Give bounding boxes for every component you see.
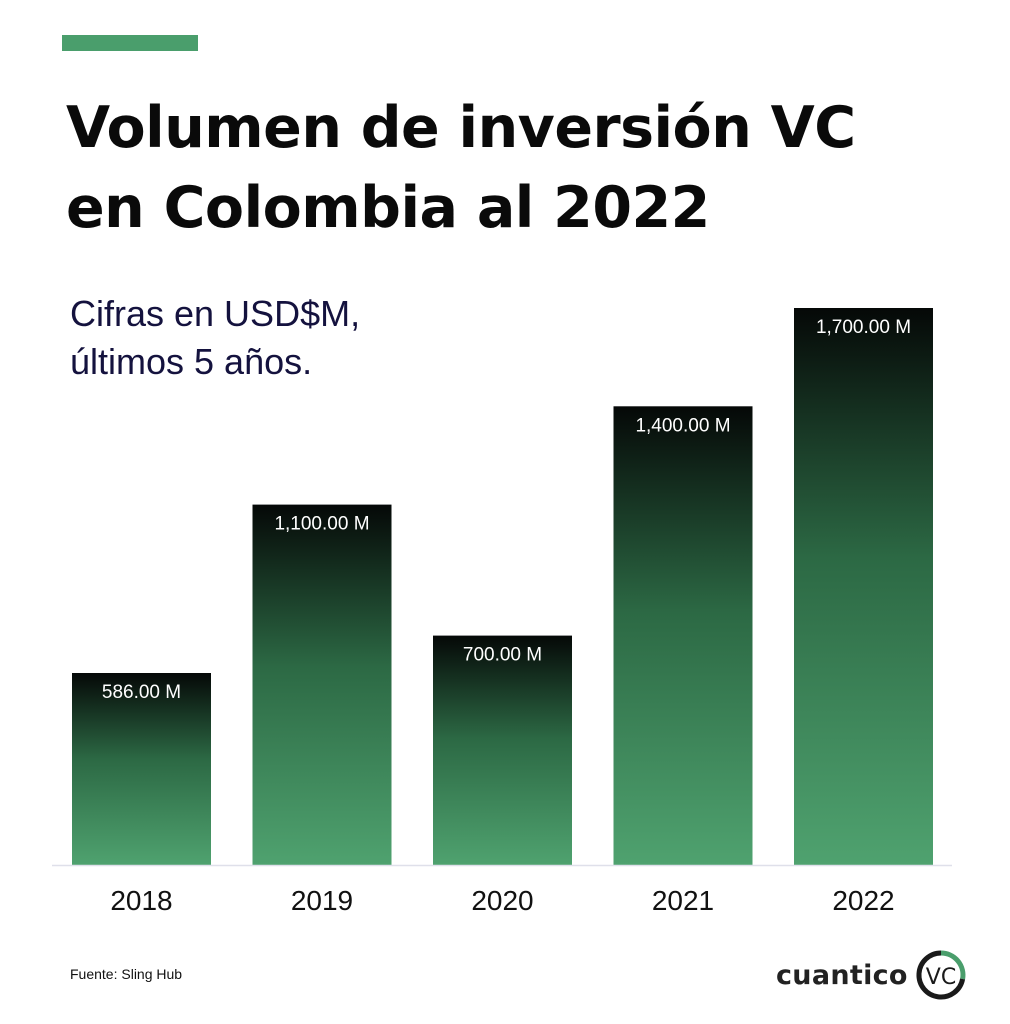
bar-2020 [433,635,572,865]
bar-2022 [794,308,933,865]
x-tick-2020: 2020 [471,885,533,916]
bar-2019 [252,504,392,865]
subtitle-line-2: últimos 5 años. [70,341,313,382]
bar-value-label-2021: 1,400.00 M [635,415,730,436]
x-tick-2019: 2019 [291,885,353,916]
bar-2021 [613,406,753,865]
subtitle-line-1: Cifras en USD$M, [70,293,361,334]
cuantico-vc-logo-icon: VC [916,950,966,1000]
title-line-2: en Colombia al 2022 [66,175,710,241]
bars-layer: 586.00 M 1,100.00 M 700.00 M 1,400.00 M 1,70… [72,308,933,865]
x-tick-2021: 2021 [652,885,714,916]
page-title: Volumen de inversión VC en Colombia al 2… [66,88,966,248]
bar-value-label-2020: 700.00 M [463,645,542,666]
x-tick-2022: 2022 [832,885,894,916]
bar-value-label-2022: 1,700.00 M [816,317,911,338]
bar-value-label-2018: 586.00 M [102,682,181,703]
accent-bar [62,35,198,51]
source-note: Fuente: Sling Hub [70,966,183,982]
x-tick-labels: 2018 2019 2020 2021 2022 [110,885,894,916]
title-line-1: Volumen de inversión VC [66,95,856,161]
x-tick-2018: 2018 [110,885,172,916]
brand-wordmark: cuantico [776,959,908,991]
brand-mark-text: VC [926,965,956,990]
bar-value-label-2019: 1,100.00 M [274,514,369,535]
bar-2018 [72,673,211,865]
chart-subtitle: Cifras en USD$M, últimos 5 años. [70,290,360,386]
brand-logo: cuantico VC [776,948,968,1002]
